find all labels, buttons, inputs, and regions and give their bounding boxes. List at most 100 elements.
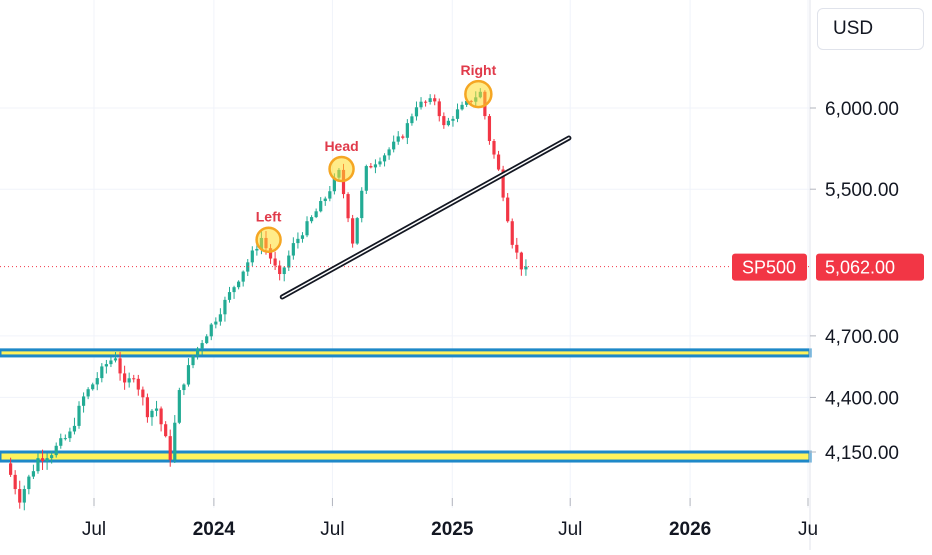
candle-body [36, 458, 40, 472]
grid [0, 0, 810, 508]
candle-body [250, 250, 254, 263]
candle-body [127, 378, 131, 383]
candle-body [182, 384, 186, 391]
candle-body [191, 355, 195, 366]
candle-body [200, 343, 204, 349]
x-tick-label: 2026 [669, 519, 711, 540]
candle-body [45, 458, 49, 462]
candle-body [419, 101, 423, 108]
candle-body [451, 118, 455, 121]
price-axis[interactable]: 6,000.00 5,500.00 4,700.00 4,400.00 4,150.00 [810, 99, 899, 464]
candle-body [205, 336, 209, 344]
candle-body [118, 358, 122, 374]
candle-body [355, 218, 359, 244]
y-tick-label: 4,700.00 [825, 327, 899, 348]
candle-body [27, 476, 31, 490]
candle-body [173, 422, 177, 461]
candle-body [346, 194, 350, 219]
y-tick-label: 4,400.00 [825, 388, 899, 409]
candle-body [95, 378, 99, 385]
candle-body [68, 431, 72, 439]
candle-body [177, 390, 181, 423]
candle-body [328, 191, 332, 199]
pattern-marker-circle [328, 155, 355, 183]
x-tick-label: 2025 [431, 519, 474, 540]
candle-body [351, 218, 355, 244]
candles [9, 88, 528, 511]
candle-body [40, 458, 45, 462]
candle-body [282, 267, 286, 275]
candle-body [405, 123, 409, 138]
candle-body [305, 221, 309, 236]
candle-body [524, 266, 528, 270]
candle-body [492, 141, 496, 155]
candle-body [410, 116, 414, 124]
y-tick-label: 6,000.00 [825, 99, 899, 120]
candle-body [501, 169, 505, 198]
candle-body [50, 455, 54, 459]
last-price-tags: SP500 5,062.00 [732, 253, 924, 281]
candle-body [278, 265, 282, 275]
candle-body [487, 116, 492, 142]
candle-body [433, 98, 437, 102]
candle-body [218, 314, 222, 322]
candle-body [232, 287, 236, 293]
candle-body [214, 321, 218, 325]
candle-body [314, 211, 318, 218]
candle-body [496, 154, 501, 170]
x-tick-label: Jul [558, 519, 582, 540]
candle-body [31, 471, 36, 477]
candle-body [364, 166, 368, 191]
x-tick-label: Jul [320, 519, 344, 540]
symbol-tag-label: SP500 [742, 258, 796, 278]
candle-body [104, 364, 108, 367]
candle-body [109, 360, 113, 365]
currency-button[interactable]: USD [817, 8, 924, 50]
candle-body [136, 378, 140, 390]
candle-body [515, 244, 519, 253]
candle-body [442, 116, 446, 126]
candle-body [423, 101, 428, 103]
candle-body [86, 389, 90, 397]
candle-body [209, 324, 213, 337]
candle-body [141, 389, 145, 398]
candle-body [81, 396, 86, 406]
candle-body [113, 358, 118, 361]
candle-body [465, 100, 469, 105]
pattern-label: Head [324, 138, 358, 154]
candle-body [237, 281, 241, 288]
candle-body [186, 365, 191, 385]
candle-body [323, 198, 327, 202]
candle-body [273, 258, 277, 266]
candle-body [123, 373, 127, 383]
candle-body [396, 136, 400, 142]
candle-body [296, 238, 300, 244]
y-tick-label: 5,500.00 [825, 180, 899, 201]
x-tick-label: 2024 [193, 519, 236, 540]
candle-body [455, 109, 460, 119]
candle-body [428, 98, 432, 102]
candle-body [401, 136, 405, 138]
candle-body [13, 474, 17, 490]
candle-body [437, 101, 441, 117]
candle-body [387, 149, 391, 156]
candle-body [72, 425, 77, 432]
candle-body [195, 348, 200, 356]
pattern-marker-circle [255, 226, 282, 253]
candle-body [154, 408, 159, 411]
candle-body [227, 292, 232, 300]
candle-body [132, 378, 136, 380]
pattern-label: Right [460, 62, 496, 78]
time-axis[interactable]: Jul 2024 Jul 2025 Jul 2026 Ju [82, 498, 818, 540]
candle-body [414, 107, 419, 117]
candle-body [246, 262, 250, 272]
overlays: Left Head Right [0, 62, 810, 300]
candle-body [268, 248, 273, 259]
candle-body [18, 489, 22, 503]
candle-body [360, 190, 364, 219]
candle-body [223, 299, 227, 315]
x-tick-label: Jul [82, 519, 106, 540]
support-zone [0, 450, 812, 463]
